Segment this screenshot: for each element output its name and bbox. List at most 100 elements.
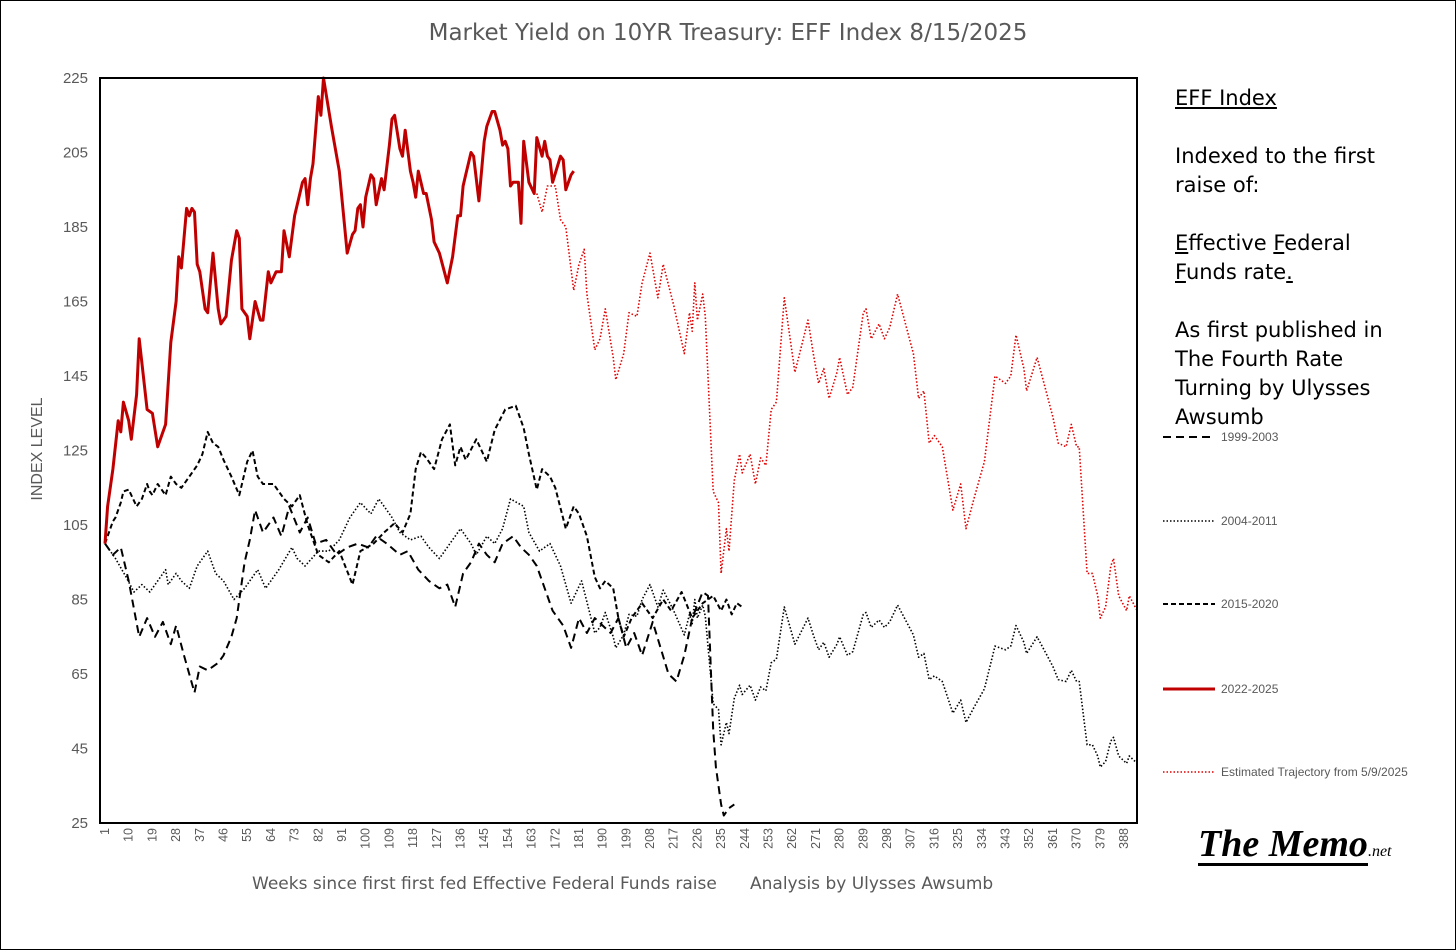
legend-item-2022-2025: 2022-2025 [1163,681,1278,697]
x-tick-label: 208 [643,828,657,849]
x-tick-label: 46 [216,828,230,842]
x-tick-label: 55 [240,828,254,842]
text-line: Funds rate. [1175,260,1293,284]
y-tick-label: 125 [63,443,88,460]
series-line-2022-2025 [103,76,575,544]
x-tick-label: 298 [880,828,894,849]
x-tick-label: 1 [98,828,112,835]
side-panel-para-1: Indexed to the first raise of: [1175,142,1445,200]
plot-area-border [99,77,1138,824]
analysis-credit: Analysis by Ulysses Awsumb [750,874,994,894]
legend-swatch-solid [1163,687,1215,691]
x-tick-label: 19 [145,828,159,842]
x-tick-label: 361 [1046,828,1060,849]
legend-label: 2022-2025 [1221,682,1279,696]
x-tick-label: 289 [856,828,870,849]
x-tick-label: 10 [122,828,136,842]
x-tick-label: 370 [1070,828,1084,849]
logo-text: The Memo [1198,823,1368,866]
chart-title: Market Yield on 10YR Treasury: EFF Index… [428,20,1028,46]
legend-item-1999-2003: 1999-2003 [1163,429,1278,445]
x-tick-label: 37 [193,828,207,842]
y-tick-label: 85 [71,592,88,609]
text-line: Awsumb [1175,405,1264,429]
y-tick-label: 25 [71,815,88,832]
x-tick-label: 280 [833,828,847,849]
legend-label: 2015-2020 [1221,597,1279,611]
legend-swatch-dotted [1163,520,1215,522]
series-line-1999-2003 [104,505,735,817]
logo-suffix: .net [1367,843,1392,860]
the-memo-logo: The Memo.net [1198,822,1391,866]
legend-item-estimated: Estimated Trajectory from 5/9/2025 [1163,764,1408,780]
text-segment: E [1175,231,1189,255]
x-tick-label: 271 [809,828,823,849]
y-tick-label: 225 [63,70,88,87]
x-tick-label: 154 [501,828,515,849]
x-tick-label: 64 [264,828,278,842]
y-tick-label: 45 [71,741,88,758]
side-panel-para-2: Effective Federal Funds rate. [1175,229,1445,287]
legend-swatch-long-dash [1163,436,1215,438]
x-tick-label: 145 [477,828,491,849]
x-tick-label: 262 [785,828,799,849]
legend-label: 2004-2011 [1221,514,1278,528]
x-tick-label: 190 [596,828,610,849]
x-axis-label: Weeks since first first fed Effective Fe… [252,874,717,894]
legend-item-2004-2011: 2004-2011 [1163,513,1278,529]
legend-item-2015-2020: 2015-2020 [1163,596,1278,612]
text-segment: F [1175,260,1186,284]
y-tick-label: 205 [63,145,88,162]
x-tick-label: 100 [359,828,373,849]
text-segment: ederal [1284,231,1351,255]
x-tick-label: 163 [525,828,539,849]
x-tick-label: 325 [951,828,965,849]
x-tick-label: 118 [406,828,420,848]
text-segment: unds rate [1185,260,1287,284]
x-tick-label: 127 [430,828,444,849]
x-tick-label: 253 [762,828,776,849]
x-tick-label: 235 [714,828,728,849]
y-tick-label: 65 [71,666,88,683]
x-tick-label: 307 [904,828,918,849]
x-tick-label: 91 [335,828,349,842]
x-tick-label: 109 [382,828,396,849]
series-line-2015-2020 [104,404,743,638]
legend-label: Estimated Trajectory from 5/9/2025 [1221,765,1408,779]
x-tick-label: 199 [619,828,633,849]
x-tick-label: 244 [738,828,752,849]
x-tick-label: 172 [548,828,562,849]
legend-label: 1999-2003 [1221,430,1279,444]
x-tick-label: 226 [690,828,704,849]
side-panel: EFF Index Indexed to the first raise of:… [1175,84,1445,461]
side-panel-heading: EFF Index [1175,86,1277,110]
series-line-estimated-trajectory-from-5-9-2025 [536,185,1138,619]
text-line: Effective Federal [1175,231,1351,255]
x-tick-label: 136 [453,828,467,849]
y-axis-label: INDEX LEVEL [29,397,46,501]
x-tick-label: 334 [975,828,989,849]
y-tick-label: 165 [63,294,88,311]
x-tick-label: 217 [667,828,681,849]
y-tick-label: 105 [63,517,88,534]
x-tick-label: 82 [311,828,325,842]
legend-swatch-short-dash [1163,603,1215,605]
series-line-2004-2011 [104,498,1138,768]
text-line: Turning by Ulysses [1175,376,1371,400]
text-segment: ffective [1188,231,1274,255]
x-tick-label: 73 [288,828,302,842]
text-line: The Fourth Rate [1175,347,1344,371]
text-line: raise of: [1175,173,1260,197]
x-tick-label: 388 [1117,828,1131,849]
legend-swatch-red-dotted [1163,771,1215,773]
x-tick-label: 352 [1022,828,1036,849]
text-segment: . [1286,260,1293,284]
text-segment: F [1273,231,1285,255]
y-tick-label: 145 [63,368,88,385]
y-tick-label: 185 [63,219,88,236]
x-tick-label: 28 [169,828,183,842]
side-panel-para-3: As first published in The Fourth Rate Tu… [1175,316,1445,432]
text-line: As first published in [1175,318,1383,342]
x-tick-label: 343 [999,828,1013,849]
x-tick-label: 379 [1093,828,1107,849]
